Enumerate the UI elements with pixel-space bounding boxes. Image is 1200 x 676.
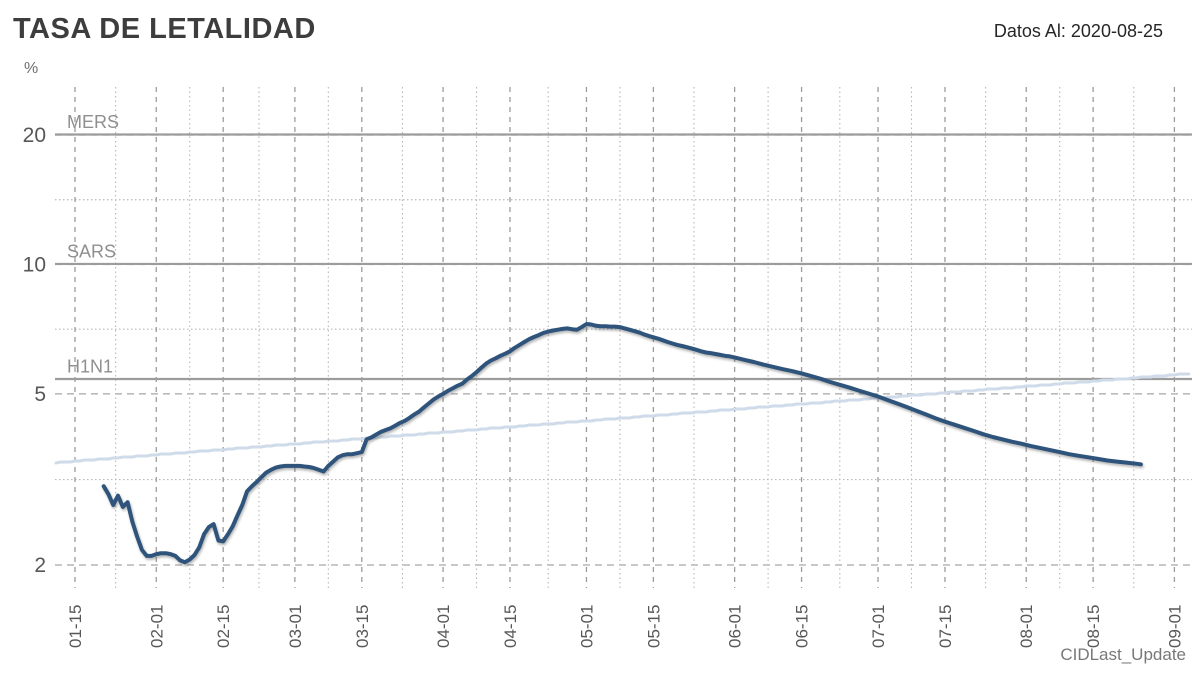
watermark-label: CIDLast_Update: [1060, 645, 1186, 664]
x-tick-label: 02-01: [147, 605, 166, 648]
y-tick-label: 2: [34, 554, 46, 577]
data-as-of-label: Datos Al: 2020-08-25: [993, 21, 1163, 41]
x-tick-label: 03-01: [286, 605, 305, 648]
y-axis-unit-label: %: [24, 60, 39, 77]
y-tick-label: 20: [23, 124, 46, 147]
x-tick-label: 06-15: [793, 605, 812, 648]
x-tick-label: 01-15: [66, 605, 85, 648]
x-tick-label: 07-01: [869, 605, 888, 648]
reference-label-mers: MERS: [67, 112, 119, 132]
reference-label-h1n1: H1N1: [67, 357, 113, 377]
x-tick-label: 04-01: [434, 605, 453, 648]
x-tick-label: 04-15: [501, 605, 520, 648]
x-tick-label: 03-15: [353, 605, 372, 648]
series-trend-line: [54, 372, 1191, 465]
series-main-line: [101, 322, 1143, 565]
x-tick-label: 08-15: [1084, 605, 1103, 648]
y-tick-label: 5: [34, 383, 46, 406]
x-tick-label: 08-01: [1017, 605, 1036, 648]
reference-label-sars: SARS: [67, 241, 116, 261]
x-tick-label: 05-15: [644, 605, 663, 648]
y-tick-label: 10: [23, 253, 46, 276]
x-tick-label: 06-01: [726, 605, 745, 648]
page-title: TASA DE LETALIDAD: [13, 13, 316, 45]
x-tick-label: 09-01: [1165, 605, 1184, 648]
x-tick-label: 07-15: [936, 605, 955, 648]
x-tick-label: 05-01: [577, 605, 596, 648]
x-tick-label: 02-15: [214, 605, 233, 648]
